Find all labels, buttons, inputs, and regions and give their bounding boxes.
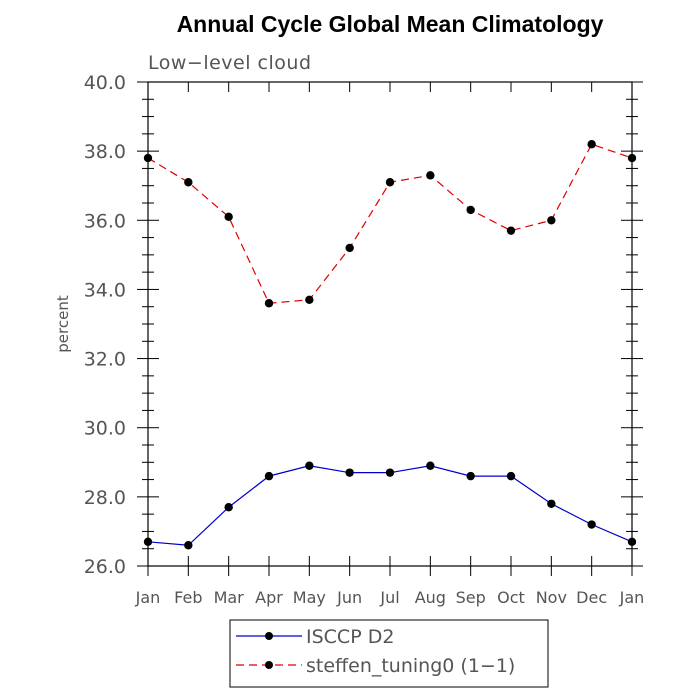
x-tick-label: Jun — [336, 588, 362, 607]
x-tick-label: Sep — [456, 588, 486, 607]
x-tick-label: Feb — [174, 588, 202, 607]
y-tick-label: 32.0 — [84, 349, 126, 371]
x-tick-label: Dec — [576, 588, 607, 607]
y-axis: 26.0 28.0 30.0 32.0 34.0 36.0 38.0 40.0 — [84, 72, 643, 578]
x-tick-label: Jul — [379, 588, 399, 607]
y-tick-label: 36.0 — [84, 210, 126, 232]
y-tick-label: 40.0 — [84, 72, 126, 94]
data-point-1 — [143, 153, 153, 163]
data-point-0 — [627, 537, 637, 546]
data-point-1 — [305, 295, 314, 304]
x-tick-label: Nov — [536, 588, 567, 607]
data-point-1 — [385, 178, 395, 187]
series-line-1 — [147, 143, 633, 304]
data-point-1 — [345, 243, 354, 253]
data-point-0 — [466, 471, 475, 481]
data-point-0 — [224, 503, 233, 512]
data-point-1 — [627, 153, 637, 163]
y-tick-label: 28.0 — [84, 487, 126, 509]
chart-title: Annual Cycle Global Mean Climatology — [177, 11, 604, 37]
data-point-1 — [587, 140, 596, 149]
data-point-1 — [466, 205, 475, 215]
series-layer — [143, 140, 637, 550]
data-point-0 — [506, 471, 516, 481]
data-point-0 — [264, 471, 274, 481]
y-tick-label: 30.0 — [84, 418, 126, 440]
legend-marker-steffen — [265, 661, 273, 669]
data-point-1 — [264, 299, 274, 308]
data-point-1 — [426, 171, 435, 180]
x-tick-label: Mar — [214, 588, 245, 607]
x-tick-label: Jan — [619, 588, 645, 607]
data-point-0 — [345, 468, 354, 477]
legend: ISCCP D2 steffen_tuning0 (1−1) — [229, 619, 549, 688]
data-point-0 — [143, 537, 153, 546]
data-point-1 — [224, 212, 233, 222]
data-point-0 — [426, 461, 435, 470]
x-tick-label: May — [293, 588, 326, 607]
legend-marker-isccp — [265, 632, 273, 640]
data-point-0 — [587, 520, 596, 529]
y-tick-label: 34.0 — [84, 279, 126, 301]
data-point-0 — [385, 468, 395, 477]
x-tick-label: Apr — [255, 588, 283, 607]
chart-subtitle: Low−level cloud — [148, 52, 312, 74]
data-point-1 — [506, 226, 516, 235]
legend-box — [229, 619, 549, 688]
x-tick-label: Aug — [415, 588, 446, 607]
y-tick-label: 26.0 — [84, 556, 126, 578]
y-axis-label: percent — [54, 295, 72, 353]
data-point-0 — [547, 499, 556, 508]
plot-frame — [147, 81, 633, 567]
x-tick-label: Jan — [135, 588, 161, 607]
data-point-0 — [305, 461, 314, 470]
x-tick-label: Oct — [497, 588, 525, 607]
x-axis: Jan Feb Mar Apr May Jun Jul Aug Sep Oct Nov Dec Jan — [135, 82, 645, 607]
legend-label-isccp: ISCCP D2 — [306, 626, 394, 648]
data-point-1 — [547, 216, 556, 225]
legend-label-steffen: steffen_tuning0 (1−1) — [306, 655, 515, 677]
data-point-1 — [184, 178, 193, 187]
data-point-0 — [184, 541, 193, 550]
y-tick-label: 38.0 — [84, 141, 126, 163]
series-line-0 — [147, 465, 633, 546]
